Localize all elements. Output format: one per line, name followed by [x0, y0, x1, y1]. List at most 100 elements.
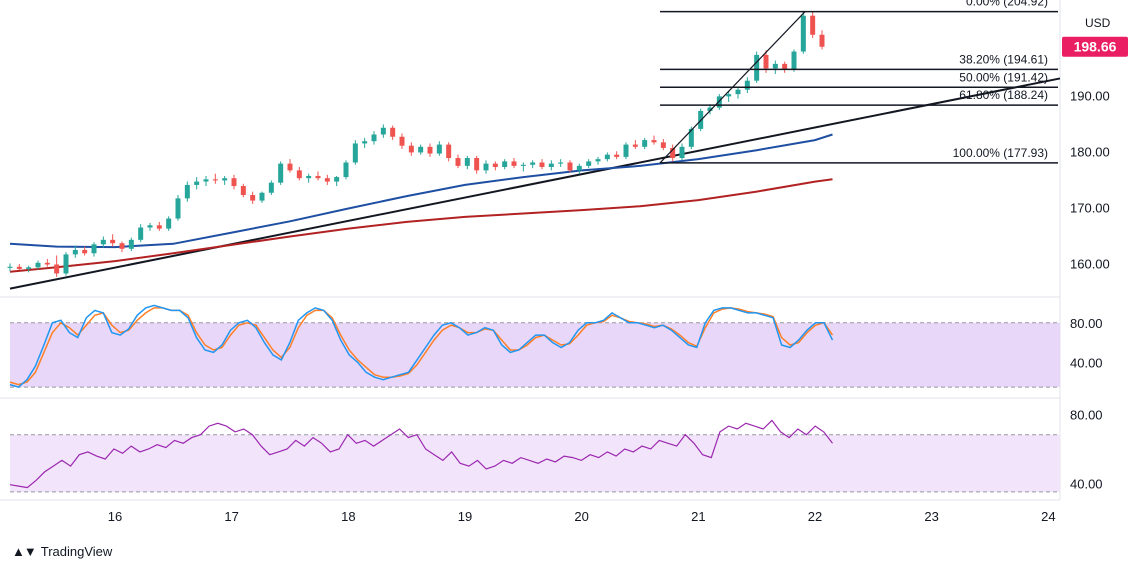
oscillator-1-k-line — [9, 304, 834, 388]
candle — [306, 173, 312, 183]
candle-body — [474, 158, 480, 171]
candle-body — [91, 244, 97, 254]
candle-body — [632, 144, 638, 147]
oscillator-1-band — [10, 322, 1060, 388]
candle — [352, 140, 358, 165]
candle — [110, 234, 116, 247]
candle-body — [362, 141, 368, 144]
candle — [44, 258, 50, 267]
time-tick-label: 21 — [691, 509, 705, 524]
candle-body — [800, 15, 806, 52]
candle-body — [642, 140, 648, 147]
candle — [194, 177, 200, 190]
candle — [212, 173, 218, 184]
candle-body — [819, 34, 825, 47]
candle — [63, 252, 69, 276]
candle — [128, 237, 134, 252]
candle-body — [408, 145, 414, 153]
candle-body — [203, 179, 209, 182]
candle-body — [436, 144, 442, 154]
tradingview-brand[interactable]: ▲▼ TradingView — [12, 544, 112, 559]
candle-body — [558, 162, 564, 164]
candle — [418, 144, 424, 155]
candle-body — [156, 225, 162, 229]
price-tick-label: 160.00 — [1070, 256, 1110, 271]
candle — [511, 158, 517, 169]
fib-diagonal — [659, 11, 806, 164]
candle-body — [576, 165, 582, 171]
candle — [567, 160, 573, 173]
candle — [455, 154, 461, 169]
candle-body — [119, 243, 125, 249]
candle — [138, 224, 144, 243]
oscillator-1-tick-label: 40.00 — [1070, 355, 1103, 370]
price-tick-label: 190.00 — [1070, 88, 1110, 103]
oscillator-2-tick-label: 80.00 — [1070, 408, 1103, 423]
candle — [259, 191, 265, 203]
candle — [819, 30, 825, 50]
candle — [726, 90, 732, 102]
candle-body — [399, 136, 405, 146]
candle-body — [670, 147, 676, 159]
candle-body — [604, 154, 610, 160]
candle — [810, 11, 816, 39]
candle-body — [502, 161, 508, 167]
fib-level-label: 38.20% (194.61) — [959, 52, 1048, 66]
candle-body — [763, 54, 769, 69]
candle-body — [390, 127, 396, 137]
candle-body — [100, 239, 106, 245]
candle — [623, 142, 629, 160]
candle — [660, 138, 666, 151]
time-tick-label: 18 — [341, 509, 355, 524]
candle-body — [782, 63, 788, 70]
candle-body — [511, 161, 517, 166]
candle-body — [166, 218, 172, 229]
moving-average-blue — [9, 133, 833, 249]
candle — [800, 12, 806, 54]
candle-body — [63, 254, 69, 274]
candle-body — [72, 249, 78, 255]
oscillator-2-tick-label: 40.00 — [1070, 476, 1103, 491]
candle — [576, 163, 582, 174]
candle-body — [268, 182, 274, 193]
candle — [558, 159, 564, 167]
candle-body — [259, 192, 265, 201]
candle — [670, 144, 676, 162]
candle-body — [726, 94, 732, 97]
candle-body — [222, 178, 228, 181]
candle — [586, 159, 592, 169]
candle — [679, 143, 685, 161]
candle — [735, 87, 741, 99]
time-tick-label: 22 — [808, 509, 822, 524]
candle — [278, 161, 284, 185]
tradingview-logo-icon: ▲▼ — [12, 544, 37, 559]
candle-body — [446, 144, 452, 159]
candle-body — [306, 175, 312, 179]
fibonacci-retracement[interactable]: 0.00% (204.92) 38.20% (194.61) 50.00% (191… — [659, 0, 1058, 164]
price-panel — [7, 11, 1061, 290]
candle — [343, 160, 349, 180]
candle-body — [371, 134, 377, 142]
candle-body — [175, 198, 181, 219]
candle — [315, 171, 321, 181]
candle-body — [735, 89, 741, 95]
candle — [362, 137, 368, 148]
candle-body — [520, 164, 526, 166]
candle — [100, 236, 106, 248]
time-tick-label: 17 — [224, 509, 238, 524]
candle — [408, 142, 414, 156]
candle-body — [128, 239, 134, 249]
fib-level-label: 100.00% (177.93) — [953, 146, 1048, 160]
current-price-tag: 198.66 — [1062, 36, 1128, 57]
candle-body — [334, 177, 340, 182]
candle — [268, 180, 274, 196]
candle-body — [82, 249, 88, 254]
candle-body — [623, 144, 629, 157]
candle — [539, 159, 545, 170]
candle-body — [688, 128, 694, 147]
candle-body — [418, 146, 424, 153]
price-tick-label: 170.00 — [1070, 200, 1110, 215]
candle — [184, 181, 190, 202]
fib-level-label: 61.80% (188.24) — [959, 88, 1048, 102]
